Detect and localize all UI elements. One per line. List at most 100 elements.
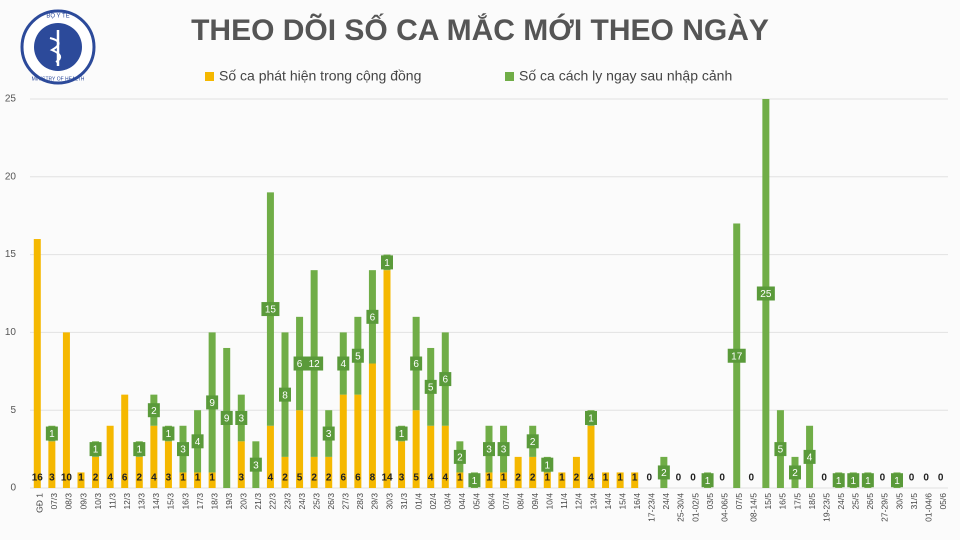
x-tick-label: 17/3 (195, 493, 205, 510)
x-tick-label: 31/3 (399, 493, 409, 510)
data-label: 1 (209, 473, 215, 484)
data-label-box (526, 434, 539, 449)
data-label-box (177, 442, 189, 457)
data-label: 1 (559, 473, 565, 484)
x-tick-label: 11/3 (107, 493, 117, 509)
bar-segment (266, 425, 274, 488)
data-label: 0 (676, 473, 682, 484)
data-label-box (191, 434, 204, 449)
bar-segment (354, 394, 362, 488)
data-label: 0 (647, 473, 653, 484)
x-tick-label: 27/3 (341, 493, 351, 510)
data-label: 0 (749, 473, 755, 484)
data-label-box (133, 442, 146, 457)
data-label: 6 (370, 312, 376, 323)
x-tick-label: 12/3 (122, 493, 132, 510)
data-label-box (468, 473, 481, 488)
data-label-box (147, 403, 160, 418)
data-label: 9 (209, 398, 215, 409)
data-label-box (410, 356, 423, 371)
data-label: 1 (486, 473, 492, 484)
data-label: 4 (807, 453, 813, 464)
data-label: 1 (78, 473, 84, 484)
x-tick-label: 24/4 (661, 493, 671, 510)
data-label-box (337, 356, 350, 371)
bar-segment (106, 425, 114, 488)
x-tick-label: 31/5 (909, 493, 919, 510)
data-label: 5 (297, 473, 303, 484)
data-label: 1 (545, 460, 551, 471)
data-label: 5 (778, 445, 784, 456)
x-tick-label: 04/4 (457, 493, 467, 510)
data-label-box (381, 255, 393, 270)
chart-title: THEO DÕI SỐ CA MẮC MỚI THEO NGÀY (191, 13, 769, 47)
data-label: 3 (239, 414, 245, 425)
bar-segment (325, 456, 333, 488)
data-label: 2 (457, 453, 463, 464)
data-label: 4 (195, 437, 201, 448)
data-label: 2 (311, 473, 317, 484)
data-label: 1 (836, 476, 842, 487)
x-tick-label: 08/3 (64, 493, 74, 510)
x-tick-label: 26/5 (865, 493, 875, 510)
logo-snake (49, 37, 62, 63)
bar-segment (412, 410, 420, 488)
data-label: 1 (851, 476, 857, 487)
data-label: 6 (443, 375, 449, 386)
x-tick-label: 04-06/5 (719, 493, 729, 522)
data-label: 8 (282, 390, 288, 401)
data-label: 3 (49, 473, 55, 484)
bar-segment (194, 472, 202, 488)
x-tick-label: 24/5 (836, 493, 846, 510)
data-label: 2 (282, 473, 288, 484)
data-label-box (585, 410, 597, 425)
data-label: 4 (151, 473, 157, 484)
data-label-box (453, 449, 466, 464)
data-label: 1 (472, 476, 478, 487)
data-label: 2 (151, 406, 157, 417)
data-label: 4 (588, 473, 594, 484)
x-tick-label: 27-29/5 (880, 493, 890, 522)
bar-segment (48, 441, 56, 488)
x-tick-label: 07/5 (734, 493, 744, 510)
data-label: 4 (428, 473, 434, 484)
data-label: 6 (341, 473, 347, 484)
bar-segment (150, 425, 158, 488)
data-label: 3 (166, 473, 172, 484)
data-label: 3 (180, 445, 186, 456)
logo-top: BỘ Y TẾ (46, 13, 69, 20)
data-label: 2 (93, 473, 99, 484)
x-tick-label: 16/3 (180, 493, 190, 510)
x-tick-label: 05/4 (472, 493, 482, 510)
data-label: 1 (384, 258, 390, 269)
data-label-box (789, 465, 801, 480)
data-label-box (220, 410, 233, 425)
data-label: 4 (341, 359, 347, 370)
data-label: 3 (253, 460, 259, 471)
data-label: 1 (632, 473, 638, 484)
data-label: 0 (880, 473, 886, 484)
x-tick-label: 16/4 (632, 493, 642, 510)
bar-segment (616, 472, 624, 488)
data-label-box (293, 356, 306, 371)
x-tick-label: 07/3 (49, 493, 59, 510)
y-tick-label: 15 (5, 249, 17, 260)
data-label-box (206, 395, 219, 410)
x-tick-label: 18/3 (209, 493, 219, 510)
x-tick-label: 14/3 (151, 493, 161, 510)
bar-segment (500, 472, 508, 488)
data-label-box (483, 442, 495, 457)
data-label-box (803, 449, 816, 464)
x-tick-label: 30/3 (384, 493, 394, 510)
logo: BỘ Y TẾ MINISTRY OF HEALTH (20, 9, 96, 85)
x-tick-label: 25-30/4 (676, 493, 686, 522)
bar-segment (368, 363, 376, 488)
data-label: 1 (180, 473, 186, 484)
x-tick-label: 19-23/5 (821, 493, 831, 522)
data-label-box (847, 473, 860, 488)
data-label-box (279, 387, 291, 402)
y-tick-label: 20 (5, 171, 17, 182)
bar-segment (135, 456, 143, 488)
x-tick-label: 19/3 (224, 493, 234, 510)
